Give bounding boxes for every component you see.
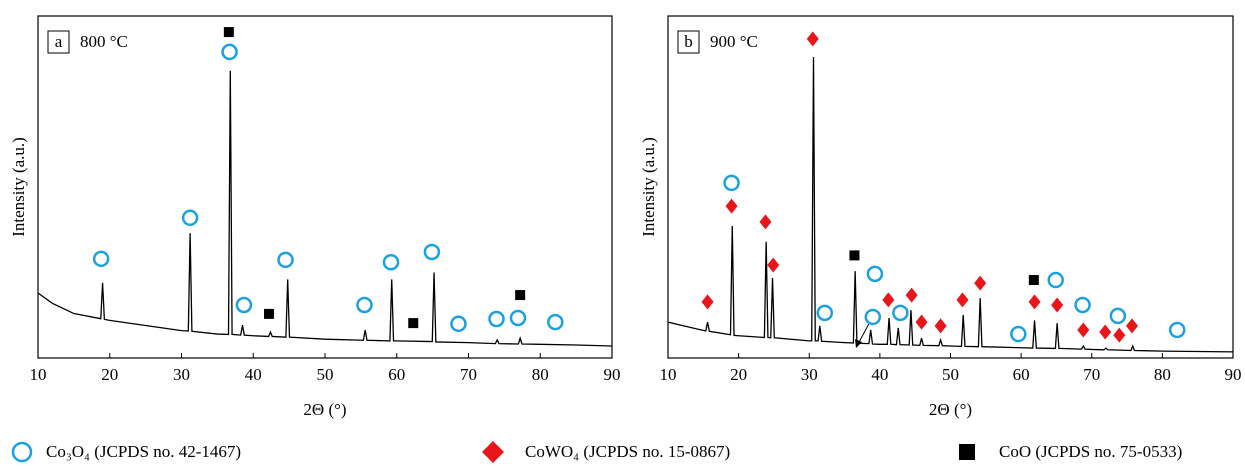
circle-marker (864, 308, 882, 326)
circle-marker (488, 310, 505, 328)
x-tick-label: 50 (317, 365, 334, 384)
diamond-marker (882, 292, 895, 308)
y-axis-title: Intensity (a.u.) (639, 137, 658, 237)
x-tick-label: 30 (173, 365, 190, 384)
diamond-marker (915, 314, 928, 330)
circle-marker (1047, 271, 1064, 289)
diamond-marker (956, 292, 969, 308)
square-marker (223, 27, 234, 38)
legend-label: CoO (JCPDS no. 75-0533) (999, 442, 1182, 461)
x-axis-title: 2Θ (°) (303, 400, 346, 419)
panel-annotation: 800 °C (80, 32, 128, 51)
xrd-pattern (667, 57, 1234, 353)
circle-marker (892, 304, 909, 322)
square-marker (849, 250, 860, 261)
diamond-marker (725, 198, 738, 214)
y-axis-title: Intensity (a.u.) (9, 137, 28, 237)
circle-marker (1109, 307, 1127, 325)
legend-item: CoWO₄ (JCPDS no. 15-0867) (482, 441, 730, 463)
x-tick-label: 70 (460, 365, 477, 384)
circle-marker (450, 315, 467, 333)
diamond-marker (1126, 318, 1139, 334)
diamond-marker (1051, 297, 1064, 313)
diamond-marker (1113, 327, 1126, 343)
plot-frame (37, 15, 613, 359)
circle-marker (181, 209, 199, 227)
legend-label: CoWO₄ (JCPDS no. 15-0867) (525, 442, 730, 461)
x-tick-label: 80 (1154, 365, 1171, 384)
circle-marker (1074, 296, 1091, 314)
panel-label-box (47, 30, 70, 54)
x-tick-label: 60 (388, 365, 405, 384)
panel-label: b (684, 32, 693, 51)
plot-frame (667, 15, 1234, 359)
legend-item: CoO (JCPDS no. 75-0533) (959, 442, 1182, 461)
x-tick-label: 10 (660, 365, 677, 384)
x-tick-label: 10 (30, 365, 47, 384)
circle-marker (1010, 325, 1027, 343)
square-marker (959, 444, 975, 460)
panel-annotation: 900 °C (710, 32, 758, 51)
circle-marker (723, 174, 740, 192)
circle-marker (816, 304, 834, 322)
circle-marker (235, 296, 253, 314)
circle-marker (866, 265, 884, 283)
circle-marker (1168, 321, 1186, 339)
square-marker (515, 290, 526, 301)
x-tick-label: 30 (801, 365, 818, 384)
circle-marker (509, 309, 527, 327)
diamond-marker (759, 214, 772, 230)
diamond-marker (905, 287, 918, 303)
legend-item: Co₃O₄ (JCPDS no. 42-1467) (11, 441, 241, 463)
square-marker (1028, 275, 1039, 286)
circle-marker (382, 253, 400, 271)
x-tick-label: 70 (1083, 365, 1100, 384)
x-tick-label: 20 (101, 365, 118, 384)
diamond-marker (1077, 322, 1090, 338)
x-tick-label: 40 (871, 365, 888, 384)
circle-marker (92, 250, 110, 268)
square-marker (408, 318, 419, 329)
x-tick-label: 80 (532, 365, 549, 384)
x-tick-label: 60 (1013, 365, 1030, 384)
diamond-marker (701, 294, 714, 310)
square-marker (264, 308, 275, 319)
circle-marker (423, 243, 441, 261)
x-tick-label: 90 (604, 365, 621, 384)
circle-marker (221, 43, 238, 61)
circle-marker (547, 313, 564, 331)
xrd-pattern (37, 70, 613, 347)
x-tick-label: 40 (245, 365, 262, 384)
x-tick-label: 90 (1225, 365, 1242, 384)
circle-marker (356, 296, 373, 314)
legend-label: Co₃O₄ (JCPDS no. 42-1467) (46, 442, 241, 461)
circle-marker (11, 441, 33, 463)
diamond-marker (767, 257, 780, 273)
panel-label: a (55, 32, 63, 51)
panel-label-box (677, 30, 700, 54)
x-tick-label: 20 (730, 365, 747, 384)
diamond-marker (1099, 324, 1112, 340)
diamond-marker (974, 275, 987, 291)
diamond-marker (1028, 294, 1041, 310)
diamond-marker (482, 441, 504, 463)
x-tick-label: 50 (942, 365, 959, 384)
circle-marker (277, 251, 294, 269)
diamond-marker (934, 318, 947, 334)
diamond-marker (806, 31, 819, 47)
x-axis-title: 2Θ (°) (929, 400, 972, 419)
